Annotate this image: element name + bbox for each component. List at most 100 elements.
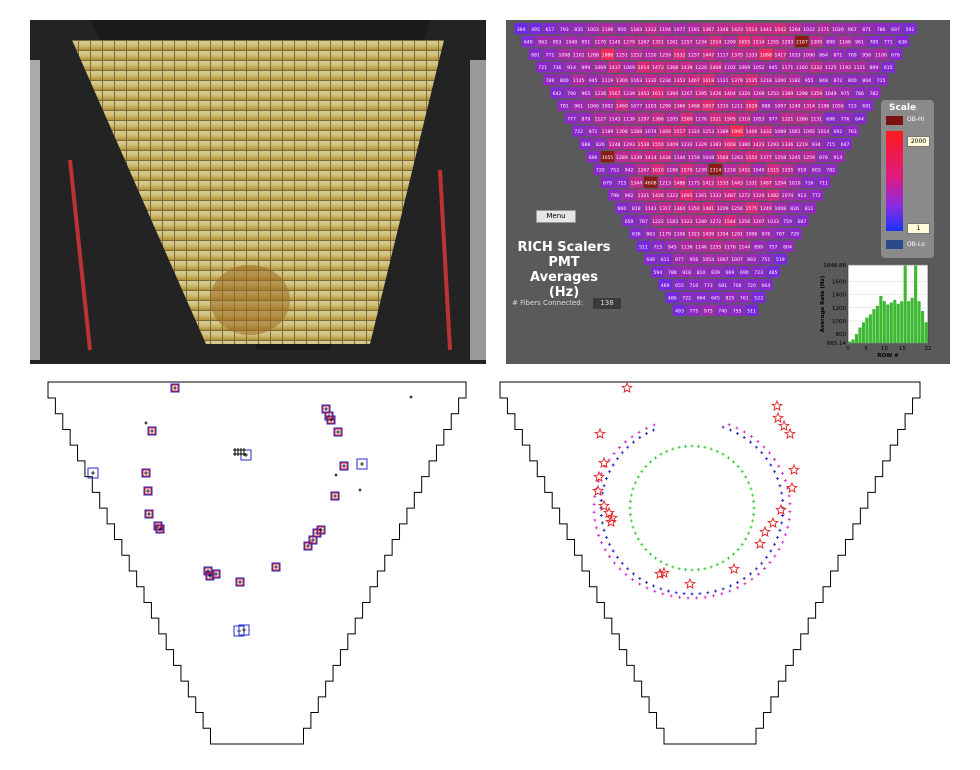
pmt-cell bbox=[802, 48, 816, 60]
pmt-cell bbox=[708, 138, 723, 150]
hit-marker bbox=[242, 448, 246, 452]
ring-point bbox=[608, 542, 612, 546]
pmt-cell bbox=[744, 23, 759, 35]
pmt-cell bbox=[694, 266, 708, 278]
pmt-cell bbox=[824, 138, 838, 150]
pmt-cell-value: 511 bbox=[747, 308, 756, 314]
pmt-cell-value: 787 bbox=[639, 219, 648, 225]
pmt-cell bbox=[780, 35, 795, 48]
pmt-cell-value: 1532 bbox=[674, 52, 686, 58]
pmt-cell-value: 1339 bbox=[630, 155, 642, 161]
pmt-cell-value: 1426 bbox=[710, 91, 722, 97]
pmt-cell bbox=[723, 87, 737, 99]
hit-box bbox=[303, 541, 313, 551]
pmt-cell bbox=[658, 279, 672, 291]
pmt-cell-value: 1355 bbox=[767, 40, 779, 46]
pmt-cell-value: 786 bbox=[855, 91, 864, 97]
hist-y-tick: 800 bbox=[836, 332, 847, 338]
pmt-cell bbox=[716, 304, 730, 316]
pmt-cell bbox=[658, 253, 672, 265]
pmt-cell bbox=[867, 35, 881, 48]
pmt-cell-value: 647 bbox=[841, 142, 850, 148]
pmt-cell-value: 790 bbox=[567, 91, 576, 97]
pmt-cell bbox=[737, 240, 751, 252]
hit-marker bbox=[324, 407, 328, 411]
pmt-cell-value: 697 bbox=[891, 27, 900, 33]
pmt-cell bbox=[644, 151, 658, 163]
pmt-cell bbox=[550, 61, 564, 73]
pmt-cell-value: 1255 bbox=[782, 168, 794, 174]
pmt-cell-value: 1567 bbox=[609, 91, 621, 97]
scalers-title-line-1: RICH Scalers bbox=[517, 240, 611, 255]
pmt-cell-value: 800 bbox=[560, 78, 569, 84]
pmt-cell-value: 1237 bbox=[688, 52, 700, 58]
pmt-cell-value: 1179 bbox=[659, 232, 671, 238]
pmt-cell-value: 486 bbox=[668, 296, 677, 302]
pmt-cell bbox=[708, 112, 723, 124]
pmt-cell bbox=[687, 151, 701, 163]
ring-point bbox=[682, 592, 686, 596]
pmt-cell bbox=[636, 189, 651, 201]
pmt-cell bbox=[521, 35, 535, 48]
hist-bar bbox=[886, 304, 890, 343]
pmt-cell bbox=[672, 304, 687, 316]
ring-point bbox=[720, 592, 724, 596]
pmt-cell bbox=[852, 35, 867, 48]
pmt-cell bbox=[752, 61, 766, 73]
pmt-cell-value: 818 bbox=[632, 206, 641, 212]
photon-star bbox=[684, 577, 696, 589]
pmt-cell bbox=[788, 99, 802, 112]
pmt-cell-value: 951 bbox=[582, 40, 591, 46]
hist-x-tick: 15 bbox=[899, 346, 906, 352]
pmt-cell bbox=[737, 189, 751, 201]
scale-max-input[interactable]: 2000 bbox=[907, 136, 930, 147]
pmt-cell-value: 1316 bbox=[738, 116, 750, 122]
pmt-cell bbox=[795, 61, 809, 73]
ring-point bbox=[772, 457, 776, 461]
ring-point bbox=[740, 470, 744, 474]
pmt-cell-value: 956 bbox=[862, 52, 871, 58]
ring-point bbox=[677, 567, 681, 571]
pmt-cell bbox=[723, 163, 737, 176]
pmt-cell bbox=[694, 35, 708, 48]
ring-point bbox=[752, 500, 756, 504]
pmt-cell-value: 1332 bbox=[810, 65, 822, 71]
hist-bar bbox=[875, 305, 879, 343]
pmt-cell-value: 519 bbox=[776, 257, 785, 263]
pmt-cell-value: 1040 bbox=[753, 168, 765, 174]
pmt-cell-value: 1364 bbox=[674, 206, 686, 212]
pmt-cell-value: 776 bbox=[841, 116, 850, 122]
menu-button[interactable]: Menu bbox=[536, 210, 576, 223]
pmt-cell-value: 711 bbox=[819, 180, 828, 186]
ring-point bbox=[695, 596, 699, 600]
hit-box bbox=[339, 461, 349, 471]
pmt-cell bbox=[600, 125, 615, 137]
detector-photo-svg bbox=[30, 20, 486, 364]
pmt-cell-value: 1253 bbox=[767, 91, 779, 97]
pmt-cell-value: 1618 bbox=[702, 78, 714, 84]
pmt-cell bbox=[831, 74, 845, 86]
pmt-cell-value: 1441 bbox=[760, 27, 772, 33]
pmt-cell bbox=[687, 202, 701, 214]
pmt-cell-value: 645 bbox=[711, 296, 720, 302]
hit-box bbox=[316, 525, 326, 535]
pmt-cell-value: 1207 bbox=[753, 219, 765, 225]
pmt-cell bbox=[744, 151, 759, 163]
hit-box-red bbox=[340, 462, 348, 470]
pmt-cell bbox=[564, 35, 579, 48]
pmt-cell bbox=[752, 163, 766, 176]
pmt-cell-value: 1394 bbox=[666, 91, 678, 97]
pmt-cell-value: 646 bbox=[646, 257, 655, 263]
photon-star bbox=[606, 511, 618, 523]
pmt-cell-value: 1414 bbox=[645, 155, 657, 161]
pmt-cell-value: 1288 bbox=[630, 129, 642, 135]
scale-min-input[interactable]: 1 bbox=[907, 223, 930, 234]
pmt-cell-value: 787 bbox=[776, 232, 785, 238]
ring-point bbox=[628, 512, 632, 516]
pmt-cell bbox=[860, 48, 874, 60]
pmt-cell bbox=[701, 304, 715, 316]
pmt-cell-value: 942 bbox=[625, 168, 634, 174]
pmt-cell-value: 495 bbox=[531, 27, 540, 33]
pmt-cell bbox=[694, 240, 708, 252]
pmt-cell-value: 611 bbox=[661, 257, 670, 263]
